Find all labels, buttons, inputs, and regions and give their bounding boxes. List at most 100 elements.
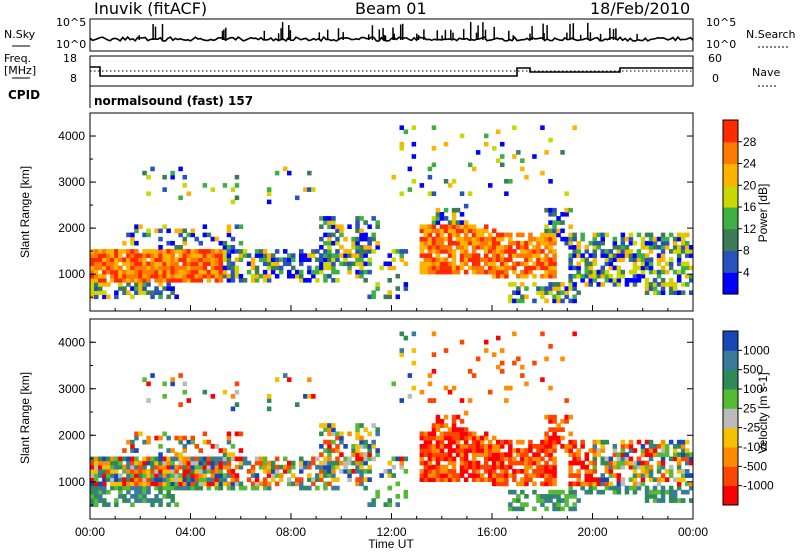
- velocity-echo-cell: [496, 460, 501, 466]
- velocity-echo-cell: [439, 439, 445, 445]
- power-echo-cell: [680, 269, 686, 275]
- power-echo-cell: [170, 290, 175, 295]
- velocity-echo-cell: [592, 485, 597, 491]
- power-echo-cell: [335, 249, 340, 254]
- power-echo-cell: [142, 249, 147, 254]
- velocity-echo-cell: [552, 469, 557, 474]
- power-echo-cell: [536, 286, 541, 291]
- power-echo-cell: [676, 273, 682, 279]
- velocity-echo-cell: [612, 444, 618, 449]
- velocity-echo-cell: [166, 494, 171, 499]
- velocity-echo-cell: [295, 402, 300, 407]
- velocity-echo-cell: [363, 485, 368, 491]
- power-echo-cell: [94, 290, 99, 295]
- velocity-echo-cell: [500, 469, 505, 474]
- velocity-echo-cell: [419, 460, 425, 466]
- velocity-echo-cell: [295, 481, 300, 487]
- velocity-echo-cell: [508, 456, 513, 462]
- power-echo-cell: [411, 154, 417, 159]
- velocity-echo-cell: [399, 464, 404, 470]
- power-echo-cell: [166, 261, 171, 267]
- velocity-echo-cell: [508, 464, 513, 470]
- velocity-echo-cell: [484, 452, 489, 457]
- power-echo-cell: [94, 261, 99, 267]
- velocity-echo-cell: [210, 473, 216, 478]
- power-echo-cell: [359, 265, 364, 271]
- power-echo-cell: [612, 236, 618, 242]
- power-echo-cell: [471, 166, 477, 172]
- power-echo-cell: [685, 245, 690, 250]
- velocity-echo-cell: [435, 419, 441, 424]
- velocity-echo-cell: [202, 431, 208, 437]
- power-echo-cell: [363, 232, 368, 238]
- power-echo-cell: [154, 265, 159, 271]
- velocity-echo-cell: [467, 464, 473, 470]
- power-echo-cell: [142, 286, 147, 291]
- power-echo-cell: [443, 141, 449, 147]
- power-echo-cell: [560, 212, 565, 217]
- velocity-echo-cell: [102, 485, 107, 491]
- velocity-echo-cell: [475, 448, 481, 453]
- power-echo-cell: [170, 278, 175, 283]
- velocity-echo-cell: [512, 506, 517, 512]
- power-echo-cell: [106, 294, 111, 300]
- velocity-echo-cell: [455, 427, 461, 432]
- velocity-echo-cell: [162, 473, 167, 478]
- power-echo-cell: [648, 232, 654, 238]
- y-tick-label: 1000: [58, 475, 85, 489]
- velocity-echo-cell: [492, 448, 497, 453]
- power-echo-cell: [652, 282, 658, 287]
- velocity-echo-cell: [528, 448, 533, 453]
- power-echo-cell: [206, 249, 212, 254]
- power-echo-cell: [110, 273, 115, 279]
- power-echo-cell: [540, 257, 545, 262]
- velocity-echo-cell: [98, 498, 103, 503]
- power-echo-cell: [367, 224, 372, 229]
- velocity-echo-cell: [532, 444, 537, 449]
- velocity-echo-cell: [110, 473, 115, 478]
- power-echo-cell: [419, 224, 425, 229]
- velocity-echo-cell: [287, 464, 292, 470]
- colorbar-tick-label: 100: [743, 382, 763, 396]
- power-echo-cell: [676, 257, 682, 262]
- velocity-echo-cell: [194, 464, 199, 470]
- power-echo-cell: [540, 170, 545, 176]
- power-echo-cell: [600, 265, 605, 271]
- power-echo-cell: [130, 286, 135, 291]
- velocity-echo-cell: [504, 398, 509, 403]
- power-echo-cell: [652, 278, 658, 283]
- velocity-echo-cell: [620, 439, 626, 445]
- power-echo-cell: [544, 273, 549, 279]
- velocity-echo-cell: [540, 448, 545, 453]
- power-echo-cell: [266, 265, 272, 271]
- velocity-echo-cell: [323, 423, 328, 428]
- power-echo-cell: [459, 257, 465, 262]
- colorbar-tick-label: 4: [743, 265, 750, 279]
- power-echo-cell: [628, 240, 634, 246]
- velocity-echo-cell: [644, 448, 650, 453]
- power-echo-cell: [363, 220, 368, 225]
- velocity-echo-cell: [226, 431, 232, 437]
- velocity-echo-cell: [102, 469, 107, 474]
- power-echo-cell: [479, 232, 485, 238]
- power-echo-cell: [475, 228, 481, 234]
- velocity-echo-cell: [572, 506, 577, 512]
- velocity-echo-cell: [660, 473, 666, 478]
- velocity-echo-cell: [463, 444, 469, 449]
- power-echo-cell: [636, 265, 642, 271]
- velocity-echo-cell: [676, 481, 682, 487]
- power-echo-cell: [411, 179, 417, 184]
- velocity-echo-cell: [234, 381, 240, 387]
- velocity-echo-cell: [604, 460, 610, 466]
- power-echo-cell: [226, 249, 232, 254]
- power-echo-cell: [572, 286, 577, 291]
- power-echo-cell: [612, 253, 618, 258]
- velocity-echo-cell: [484, 435, 489, 441]
- velocity-echo-cell: [552, 427, 557, 432]
- power-echo-cell: [504, 261, 509, 267]
- power-echo-cell: [648, 286, 654, 291]
- power-echo-cell: [190, 249, 195, 254]
- velocity-echo-cell: [451, 414, 457, 420]
- power-echo-cell: [335, 278, 340, 283]
- colorbar-segment: [723, 141, 738, 165]
